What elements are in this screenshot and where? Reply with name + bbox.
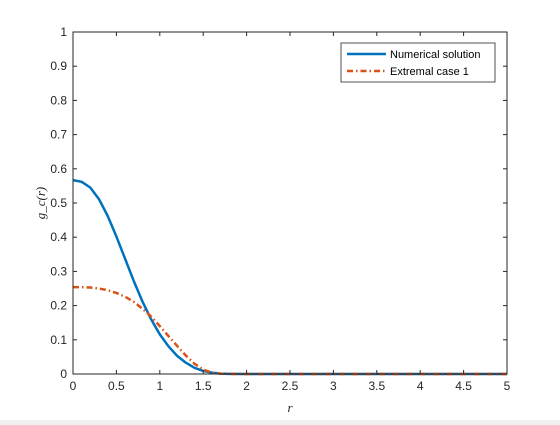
x-tick-label: 2 [243, 379, 250, 393]
x-tick-label: 5 [504, 379, 511, 393]
y-tick-label: 0.5 [50, 196, 67, 210]
y-tick-labels: 0 0.1 0.2 0.3 0.4 0.5 0.6 0.7 0.8 0.9 1 [50, 25, 67, 381]
legend-label-numerical-solution: Numerical solution [390, 49, 480, 61]
x-tick-label: 4 [417, 379, 424, 393]
y-tick-label: 0.6 [50, 162, 67, 176]
y-tick-label: 0.7 [50, 128, 67, 142]
y-tick-label: 0.2 [50, 299, 67, 313]
legend-box [340, 42, 496, 83]
x-tick-label: 1.5 [195, 379, 212, 393]
y-tick-label: 0.3 [50, 264, 67, 278]
y-tick-label: 0.9 [50, 59, 67, 73]
x-tick-label: 4.5 [455, 379, 472, 393]
x-tick-label: 2.5 [282, 379, 299, 393]
legend-label-extremal-case-1: Extremal case 1 [390, 66, 469, 78]
y-tick-label: 0.8 [50, 93, 67, 107]
plot-area [73, 32, 507, 374]
y-tick-label: 0.1 [50, 333, 67, 347]
y-axis-label: g_c(r) [33, 187, 48, 220]
x-tick-label: 3.5 [368, 379, 385, 393]
y-tick-label: 0 [60, 367, 67, 381]
x-axis-label: r [287, 400, 293, 415]
legend: Numerical solution Extremal case 1 [340, 42, 496, 83]
x-tick-label: 3 [330, 379, 337, 393]
x-tick-label: 1 [156, 379, 163, 393]
ticks-layer [72, 31, 508, 375]
x-tick-label: 0 [70, 379, 77, 393]
x-tick-labels: 0 0.5 1 1.5 2 2.5 3 3.5 4 4.5 5 [70, 379, 511, 393]
y-tick-label: 0.4 [50, 230, 67, 244]
x-tick-label: 0.5 [108, 379, 125, 393]
y-tick-label: 1 [60, 25, 67, 39]
